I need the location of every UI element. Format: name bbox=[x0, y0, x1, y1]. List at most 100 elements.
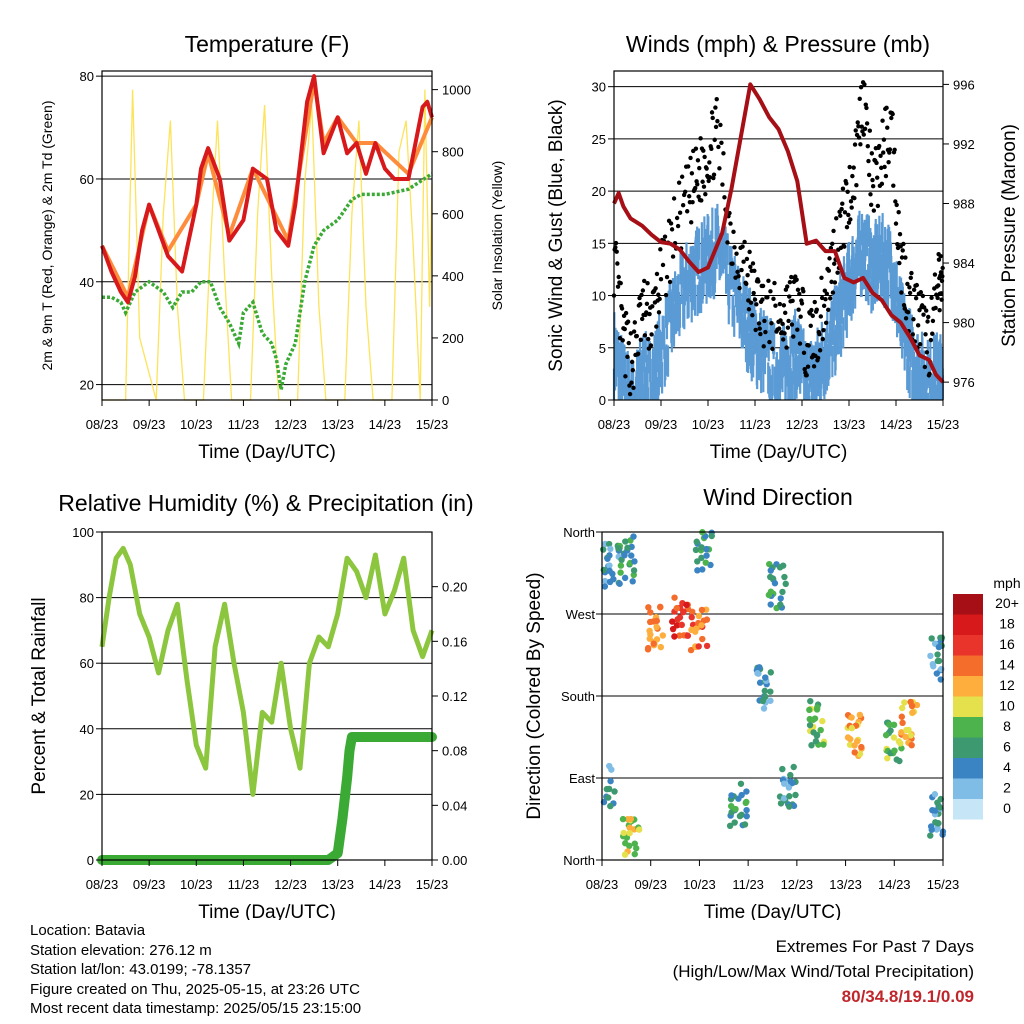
direction-point bbox=[760, 705, 768, 712]
direction-point bbox=[673, 604, 681, 612]
gust-point bbox=[930, 331, 935, 336]
latlon-text: Station lat/lon: 43.0199; -78.1357 bbox=[30, 961, 252, 978]
x-tick-label: 09/23 bbox=[645, 417, 678, 432]
x-tick-label: 09/23 bbox=[634, 877, 667, 892]
gust-point bbox=[747, 249, 752, 255]
data-layer bbox=[611, 80, 945, 400]
direction-point bbox=[601, 577, 609, 585]
gust-point bbox=[826, 268, 832, 273]
gust-point bbox=[886, 159, 891, 165]
gust-point bbox=[894, 202, 899, 208]
gust-point bbox=[703, 192, 708, 197]
y2-tick-label: 0.08 bbox=[442, 744, 467, 759]
x-tick-label: 12/23 bbox=[786, 417, 819, 432]
gust-point bbox=[640, 316, 645, 322]
direction-point bbox=[617, 562, 625, 569]
y-tick-label: 20 bbox=[592, 184, 606, 199]
gust-point bbox=[713, 105, 718, 110]
direction-point bbox=[622, 840, 629, 847]
gust-point bbox=[642, 333, 648, 338]
gust-point bbox=[922, 364, 928, 370]
gust-point bbox=[905, 310, 911, 315]
y2-tick-label: 0.20 bbox=[442, 580, 467, 595]
gust-point bbox=[713, 124, 719, 130]
direction-point bbox=[601, 583, 609, 590]
gust-point bbox=[746, 307, 752, 312]
y2-tick-label: 0.04 bbox=[442, 798, 467, 813]
gust-point bbox=[768, 289, 773, 294]
legend-swatch bbox=[953, 799, 983, 820]
direction-point bbox=[698, 544, 705, 551]
gust-point bbox=[881, 150, 886, 155]
gust-point bbox=[869, 151, 875, 156]
direction-point bbox=[703, 642, 711, 650]
gust-point bbox=[783, 310, 788, 316]
gust-point bbox=[711, 175, 716, 181]
gust-point bbox=[914, 282, 920, 288]
gust-point bbox=[744, 256, 750, 262]
gust-point bbox=[814, 307, 819, 312]
extremes-title: Extremes For Past 7 Days bbox=[775, 937, 974, 956]
x-tick-label: 12/23 bbox=[274, 877, 307, 892]
gust-point bbox=[789, 322, 795, 327]
gust-point bbox=[924, 308, 929, 313]
y2-axis: 0 200 400 600 800 1000 Solar Insolation (Yello… bbox=[432, 83, 505, 408]
direction-point bbox=[731, 819, 738, 826]
direction-point bbox=[671, 633, 678, 640]
gust-point bbox=[875, 203, 881, 209]
gust-point bbox=[875, 175, 880, 180]
figure: Temperature (F) 08/23 09/23 10/23 11/23 12/23… bbox=[29, 31, 1021, 920]
legend-label: 0 bbox=[1003, 800, 1011, 816]
y-tick-label: 0 bbox=[87, 853, 94, 868]
x-tick-label: 11/23 bbox=[732, 877, 764, 892]
gust-point bbox=[866, 172, 872, 178]
gust-point bbox=[893, 221, 899, 226]
direction-point bbox=[621, 552, 628, 559]
gust-point bbox=[862, 82, 867, 87]
y-tick-label: North bbox=[563, 853, 595, 868]
temp-2m-line bbox=[100, 74, 434, 305]
direction-point bbox=[653, 623, 660, 631]
gust-point bbox=[656, 292, 661, 297]
direction-point bbox=[698, 622, 705, 629]
gust-point bbox=[761, 344, 766, 349]
y-axis-label: Percent & Total Rainfall bbox=[29, 597, 50, 794]
gust-point bbox=[642, 278, 647, 284]
gust-point bbox=[785, 325, 791, 330]
gust-point bbox=[644, 310, 649, 315]
x-axis-label: Time (Day/UTC) bbox=[198, 902, 336, 920]
gust-point bbox=[707, 175, 713, 180]
gust-point bbox=[654, 271, 660, 277]
gust-point bbox=[787, 294, 792, 299]
x-tick-label: 10/23 bbox=[180, 877, 213, 892]
gust-point bbox=[667, 279, 673, 285]
x-tick-label: 11/23 bbox=[228, 417, 260, 432]
direction-point bbox=[937, 795, 944, 803]
gust-point bbox=[901, 302, 907, 308]
gust-point bbox=[663, 292, 669, 298]
gust-point bbox=[750, 261, 756, 266]
gust-point bbox=[674, 215, 680, 221]
x-tick-label: 08/23 bbox=[586, 877, 619, 892]
direction-point bbox=[853, 738, 861, 745]
gust-point bbox=[915, 323, 921, 328]
gust-point bbox=[745, 272, 750, 278]
direction-point bbox=[635, 826, 643, 833]
gust-point bbox=[811, 364, 817, 369]
gust-point bbox=[830, 241, 835, 247]
gust-point bbox=[827, 256, 832, 261]
dewpoint-line bbox=[102, 172, 433, 391]
direction-point bbox=[624, 544, 631, 552]
gust-point bbox=[878, 153, 883, 158]
direction-point bbox=[626, 829, 633, 837]
direction-point bbox=[630, 571, 637, 579]
gust-point bbox=[696, 194, 701, 199]
direction-point bbox=[631, 840, 638, 847]
gust-point bbox=[817, 348, 823, 353]
gridlines bbox=[102, 531, 432, 861]
direction-point bbox=[741, 821, 749, 828]
direction-point bbox=[692, 546, 700, 554]
direction-point bbox=[737, 780, 745, 787]
direction-point bbox=[890, 734, 898, 741]
direction-point bbox=[605, 540, 613, 548]
